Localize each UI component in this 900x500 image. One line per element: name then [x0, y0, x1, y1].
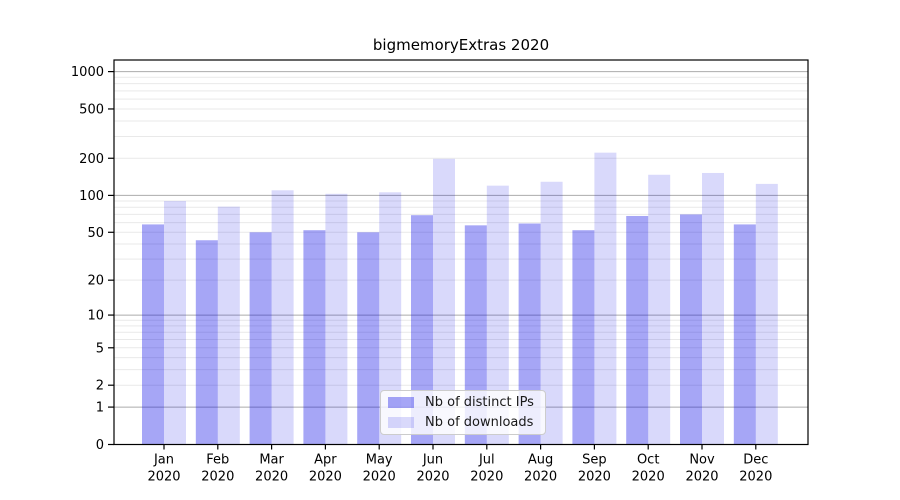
x-tick-label: Dec 2020 — [739, 453, 772, 485]
legend-item-downloads: Nb of downloads — [388, 415, 538, 430]
bar-ips-feb — [195, 240, 218, 445]
bar-ips-jul — [464, 225, 487, 445]
bars-downloads — [164, 152, 778, 445]
legend-label-distinct-ips: Nb of distinct IPs — [425, 395, 534, 410]
bar-downloads-feb — [217, 206, 240, 445]
y-tick-label: 100 — [79, 189, 104, 204]
x-tick-label: Feb 2020 — [201, 453, 234, 485]
bar-ips-jun — [411, 215, 433, 445]
legend-item-distinct-ips: Nb of distinct IPs — [388, 395, 538, 410]
bar-ips-dec — [733, 224, 756, 445]
x-tick-label: May 2020 — [363, 453, 396, 485]
bar-ips-mar — [249, 232, 272, 445]
bar-ips-nov — [680, 214, 702, 445]
plot-border — [113, 59, 809, 446]
bar-downloads-dec — [755, 183, 778, 445]
bar-downloads-aug — [540, 181, 563, 445]
legend-swatch-distinct-ips — [388, 397, 414, 408]
bar-ips-aug — [518, 223, 541, 445]
y-tick-label: 1000 — [71, 65, 104, 80]
y-tick-label: 5 — [96, 341, 104, 356]
y-gridlines-minor — [114, 76, 808, 386]
bar-downloads-jul — [486, 185, 509, 445]
x-axis: Jan 2020 Feb 2020 Mar 2020 Apr 2020 May 2020 Jun 20… — [147, 444, 772, 485]
y-tick-label: 1 — [96, 401, 104, 416]
y-axis: 0 1 2 5 10 20 50 100 200 500 1000 — [71, 65, 114, 453]
bar-downloads-sep — [594, 152, 617, 445]
bar-downloads-nov — [702, 172, 724, 445]
bar-ips-apr — [303, 230, 326, 445]
y-tick-label: 200 — [79, 152, 104, 167]
y-tick-label: 0 — [96, 438, 104, 453]
x-tick-label: Jun 2020 — [416, 453, 449, 485]
bar-downloads-oct — [648, 174, 671, 445]
y-tick-label: 50 — [87, 226, 104, 241]
bar-downloads-jun — [433, 158, 455, 445]
bar-downloads-mar — [271, 190, 294, 445]
bar-ips-sep — [572, 230, 595, 445]
bar-ips-may — [357, 232, 380, 445]
x-tick-label: Apr 2020 — [309, 453, 342, 485]
x-tick-label: Aug 2020 — [524, 453, 557, 485]
x-tick-label: Jul 2020 — [470, 453, 503, 485]
legend-label-downloads: Nb of downloads — [425, 415, 534, 430]
legend-swatch-downloads — [388, 417, 414, 428]
chart-title: bigmemoryExtras 2020 — [372, 36, 550, 54]
x-tick-label: Mar 2020 — [255, 453, 288, 485]
x-tick-label: Nov 2020 — [685, 453, 718, 485]
bar-ips-jan — [142, 224, 164, 445]
bar-downloads-may — [379, 192, 402, 445]
y-tick-label: 500 — [79, 102, 104, 117]
x-tick-label: Sep 2020 — [578, 453, 611, 485]
bar-downloads-apr — [325, 193, 348, 445]
y-tick-label: 20 — [87, 274, 104, 289]
bars-distinct-ips — [142, 214, 756, 445]
y-tick-label: 10 — [87, 309, 104, 324]
x-tick-label: Jan 2020 — [147, 453, 180, 485]
bar-ips-oct — [626, 215, 649, 445]
bar-downloads-jan — [164, 201, 186, 445]
x-tick-label: Oct 2020 — [632, 453, 665, 485]
legend: Nb of distinct IPs Nb of downloads — [380, 390, 546, 435]
y-tick-label: 2 — [96, 379, 104, 394]
